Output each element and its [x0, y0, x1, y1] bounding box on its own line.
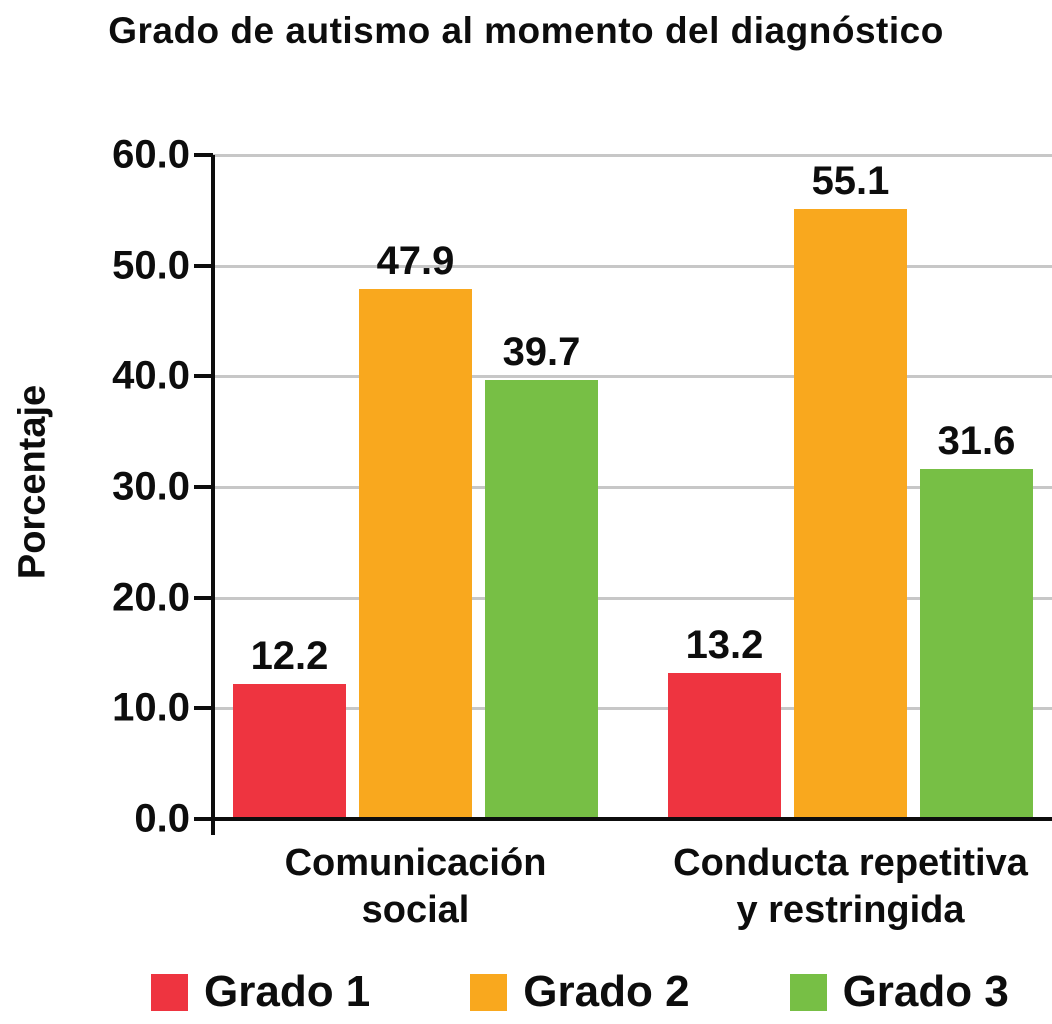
bar-grado1-group2	[668, 672, 781, 819]
legend: Grado 1 Grado 2 Grado 3	[151, 970, 1009, 1014]
legend-label: Grado 1	[204, 967, 371, 1016]
value-label-47.9: 47.9	[376, 238, 455, 283]
value-label-12.2: 12.2	[250, 633, 329, 678]
bar-grado2-group2	[794, 209, 907, 819]
y-tick-40.0	[194, 374, 213, 379]
legend-item-grado1: Grado 1	[151, 970, 370, 1014]
chart-title: Grado de autismo al momento del diagnóst…	[108, 10, 944, 51]
y-tick-20.0	[194, 595, 213, 600]
value-label-13.2: 13.2	[685, 622, 764, 667]
gridline-20.0	[213, 596, 1052, 600]
y-tick-label-60.0: 60.0	[112, 132, 190, 177]
gridline-30.0	[213, 486, 1052, 489]
legend-label: Grado 3	[842, 967, 1009, 1016]
y-tick-30.0	[194, 485, 213, 489]
y-tick-10.0	[194, 706, 213, 711]
y-axis-title: Porcentaje	[11, 384, 54, 580]
legend-item-grado2: Grado 2	[470, 967, 690, 1016]
bar-grado3-group1	[485, 379, 598, 819]
bar-grado1-group1	[233, 683, 346, 819]
legend-swatch-icon	[470, 973, 508, 1011]
y-tick-label-30.0: 30.0	[112, 464, 190, 509]
gridline-50.0	[213, 264, 1052, 268]
gridline-10.0	[213, 707, 1052, 711]
bar-grado2-group1	[359, 288, 472, 819]
y-tick-60.0	[194, 153, 213, 157]
gridline-40.0	[213, 375, 1052, 379]
legend-label: Grado 2	[523, 967, 690, 1016]
legend-item-grado3: Grado 3	[789, 967, 1009, 1016]
value-label-55.1: 55.1	[811, 159, 890, 204]
y-tick-label-50.0: 50.0	[112, 243, 190, 288]
y-tick-label-40.0: 40.0	[112, 353, 190, 398]
y-tick-label-0.0: 0.0	[134, 796, 190, 841]
y-tick-50.0	[194, 263, 213, 268]
value-label-39.7: 39.7	[502, 329, 581, 374]
gridline-60.0	[213, 154, 1052, 157]
legend-swatch-icon	[151, 973, 188, 1011]
value-label-31.6: 31.6	[937, 419, 1016, 464]
y-tick-label-20.0: 20.0	[112, 575, 190, 620]
y-tick-label-10.0: 10.0	[112, 685, 190, 730]
y-axis-line	[211, 155, 215, 835]
legend-swatch-icon	[789, 973, 827, 1011]
x-axis-line	[194, 817, 1052, 821]
bar-grado3-group2	[920, 469, 1033, 819]
category-label-2: Conducta repetitiva y restringida	[673, 842, 1028, 931]
category-label-1: Comunicación social	[284, 842, 547, 931]
